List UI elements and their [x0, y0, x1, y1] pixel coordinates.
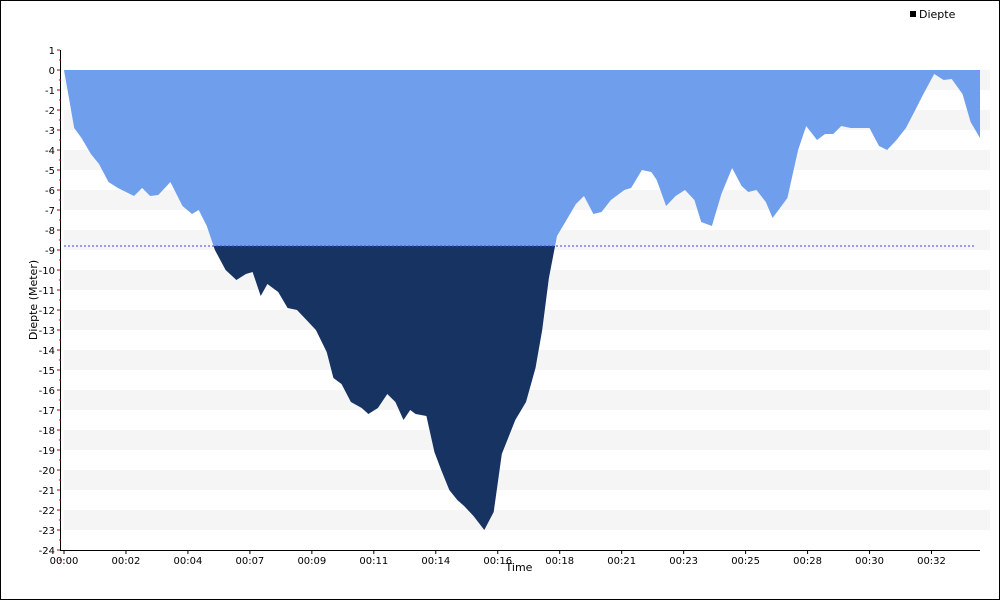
y-tick-label: -13: [39, 326, 55, 337]
y-tick-label: -20: [39, 466, 55, 477]
y-tick-label: -5: [45, 166, 55, 177]
y-tick-label: -19: [39, 446, 55, 457]
grid-band: [64, 470, 990, 490]
x-tick-label: 00:04: [174, 556, 203, 567]
x-tick-label: 00:11: [359, 556, 388, 567]
grid-band: [64, 430, 990, 450]
y-tick-label: -21: [39, 486, 55, 497]
y-tick-label: -9: [45, 246, 55, 257]
depth-area-below-threshold: [213, 246, 556, 530]
x-tick-label: 00:23: [669, 556, 698, 567]
x-tick-label: 00:07: [235, 556, 264, 567]
y-tick-label: -4: [45, 146, 55, 157]
x-tick-label: 00:14: [421, 556, 450, 567]
x-tick-label: 00:00: [50, 556, 79, 567]
x-tick-label: 00:18: [545, 556, 574, 567]
y-axis-title: Diepte (Meter): [27, 260, 40, 340]
x-tick-label: 00:16: [483, 556, 512, 567]
x-tick-label: 00:09: [297, 556, 326, 567]
x-tick-label: 00:02: [112, 556, 141, 567]
y-tick-label: -8: [45, 226, 55, 237]
grid-band: [64, 510, 990, 530]
y-axis-ticks: 1 0 -1 -2 -3 -4 -5 -6 -7 -8 -9 -10 -11 -12 -13 -14 -15 -1…: [39, 46, 61, 561]
y-tick-label: -24: [39, 546, 55, 557]
legend-label: Diepte: [919, 8, 956, 21]
x-axis-ticks: 00:00 00:02 00:04 00:07 00:09 00:11 00:14 00:16…: [50, 550, 946, 567]
y-tick-label: -18: [39, 426, 55, 437]
legend-swatch: [910, 11, 916, 17]
y-tick-label: -17: [39, 406, 55, 417]
y-tick-label: -3: [45, 126, 55, 137]
legend: Diepte: [910, 8, 956, 21]
y-tick-label: -23: [39, 526, 55, 537]
y-tick-label: -22: [39, 506, 55, 517]
y-tick-label: 1: [49, 46, 55, 57]
depth-area-above-threshold: [64, 70, 980, 246]
y-tick-label: -11: [39, 286, 55, 297]
y-tick-label: -15: [39, 366, 55, 377]
x-tick-label: 00:28: [793, 556, 822, 567]
y-tick-label: 0: [49, 66, 55, 77]
y-tick-label: -14: [39, 346, 55, 357]
grid-band: [64, 390, 990, 410]
y-tick-label: -2: [45, 106, 55, 117]
x-tick-label: 00:25: [731, 556, 760, 567]
y-tick-label: -16: [39, 386, 55, 397]
y-tick-label: -6: [45, 186, 55, 197]
x-tick-label: 00:21: [607, 556, 636, 567]
x-tick-label: 00:32: [917, 556, 946, 567]
y-tick-label: -1: [45, 86, 55, 97]
y-tick-label: -12: [39, 306, 55, 317]
x-axis-title: Time: [505, 561, 533, 574]
y-tick-label: -10: [39, 266, 55, 277]
y-tick-label: -7: [45, 206, 55, 217]
x-tick-label: 00:30: [855, 556, 884, 567]
